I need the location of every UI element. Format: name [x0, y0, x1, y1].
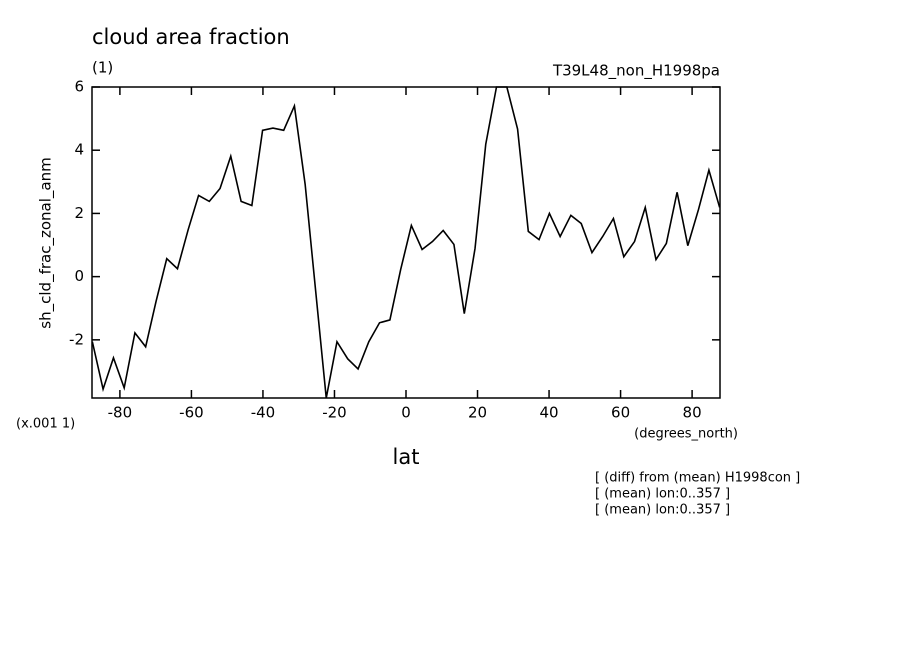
x-tick-label: 0 [401, 404, 411, 422]
y-tick-label: 2 [74, 204, 84, 222]
x-tick-label: 40 [540, 404, 559, 422]
x-axis-label: lat [393, 445, 420, 469]
x-tick-label: 60 [611, 404, 630, 422]
plot-frame [91, 86, 721, 399]
x-tick-label: -60 [179, 404, 204, 422]
chart-title: cloud area fraction [92, 25, 290, 49]
y-tick-label: 4 [74, 141, 84, 159]
x-tick-label: -40 [251, 404, 276, 422]
y-tick-label: 0 [74, 267, 84, 285]
y-scale-label: (x.001 1) [16, 417, 75, 432]
y-tick-label: 6 [74, 78, 84, 96]
x-unit-label: (degrees_north) [634, 427, 738, 442]
run-label: T39L48_non_H1998pa [552, 62, 720, 81]
y-tick-label: -2 [69, 330, 84, 348]
x-tick-label: -80 [108, 404, 133, 422]
x-tick-label: 80 [683, 404, 702, 422]
subtitle: (1) [92, 59, 113, 77]
data-line [91, 86, 721, 399]
annotation: [ (mean) lon:0..357 ] [595, 503, 730, 518]
y-axis-label: sh_cld_frac_zonal_anm [37, 157, 56, 328]
x-tick-label: -20 [322, 404, 347, 422]
annotation: [ (mean) lon:0..357 ] [595, 487, 730, 502]
annotation: [ (diff) from (mean) H1998con ] [595, 471, 800, 486]
x-tick-label: 20 [468, 404, 487, 422]
